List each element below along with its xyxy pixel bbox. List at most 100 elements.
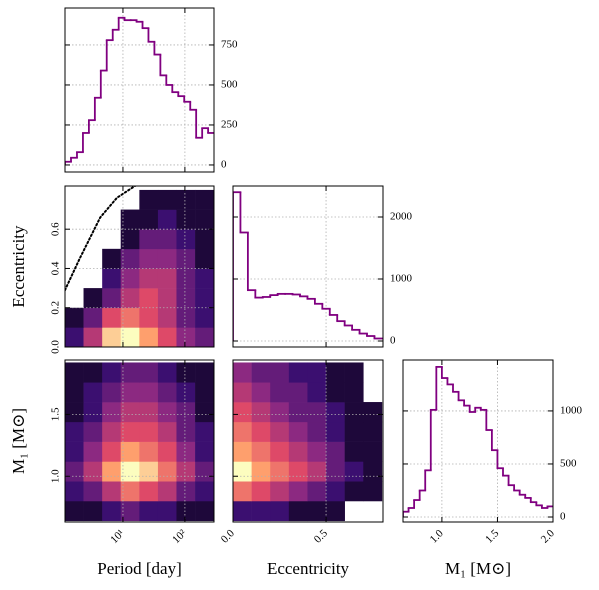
density-cell xyxy=(102,461,122,482)
density-cell xyxy=(195,229,214,250)
curve xyxy=(65,186,136,292)
density-cell xyxy=(233,441,252,462)
density-cell xyxy=(139,288,159,309)
density-cell xyxy=(176,209,196,230)
density-cell xyxy=(157,362,177,383)
density-cell xyxy=(139,382,159,403)
density-cell xyxy=(120,441,140,462)
y-tick-label: 750 xyxy=(221,38,238,50)
density-cell xyxy=(288,441,308,462)
density-cell xyxy=(139,209,159,230)
density-cell xyxy=(326,500,345,522)
density-cell xyxy=(157,209,177,230)
density-cell xyxy=(326,461,345,482)
density-cell xyxy=(157,382,177,403)
y-tick-label: 0 xyxy=(390,335,396,347)
density-cell xyxy=(120,307,140,328)
density-cell xyxy=(65,288,84,308)
density-cell xyxy=(307,441,327,462)
y-tick-label: 0 xyxy=(221,158,227,170)
density-cell xyxy=(157,307,177,328)
x-tick-label: 0.5 xyxy=(312,527,331,546)
density-cell xyxy=(363,362,382,382)
x-tick-label: 10¹ xyxy=(108,527,127,546)
y-tick-label: 2000 xyxy=(390,211,413,223)
x-axis-label: Eccentricity xyxy=(267,559,350,578)
density-cell xyxy=(83,307,103,328)
density-cell xyxy=(65,190,84,210)
y-tick-label: 1000 xyxy=(390,273,413,285)
density-cell xyxy=(251,362,271,383)
density-cell xyxy=(120,362,140,383)
density-cell xyxy=(176,248,196,269)
density-cell xyxy=(195,327,214,347)
density-cell xyxy=(83,327,103,347)
density-cell xyxy=(139,307,159,328)
density-cell xyxy=(102,382,122,403)
density-cell xyxy=(83,481,103,502)
density-cell xyxy=(157,288,177,309)
density-cell xyxy=(84,268,103,288)
density-cell xyxy=(363,441,383,462)
density-cell xyxy=(251,461,271,482)
density-cell xyxy=(326,421,345,442)
y-tick-label: 0 xyxy=(560,511,566,523)
density-cell xyxy=(326,441,345,462)
density-cell xyxy=(288,461,308,482)
density-cell xyxy=(344,362,364,383)
density-cell xyxy=(195,402,214,423)
density-cell xyxy=(83,421,103,442)
density-cell xyxy=(270,481,290,502)
density-cell xyxy=(344,382,364,403)
density-cell xyxy=(176,327,196,347)
density-cell xyxy=(102,288,122,309)
density-cell xyxy=(83,402,103,423)
density-cell xyxy=(288,421,308,442)
density-cell xyxy=(233,421,252,442)
density-cell xyxy=(270,500,290,522)
density-cell xyxy=(139,402,159,423)
density-cell xyxy=(233,362,252,383)
density-cell xyxy=(251,421,271,442)
density-cell xyxy=(120,327,140,347)
density-cell xyxy=(65,249,84,269)
density-cell xyxy=(139,500,159,522)
density-cell xyxy=(176,189,196,210)
y-tick-label: 0.0 xyxy=(50,340,62,354)
density-cell xyxy=(65,210,84,230)
density-cell xyxy=(157,500,177,522)
density-cell xyxy=(326,362,345,383)
density-cell xyxy=(251,441,271,462)
density-cell xyxy=(83,500,103,522)
density-cell xyxy=(233,500,252,522)
density-cell xyxy=(157,441,177,462)
density-cell xyxy=(344,441,364,462)
density-cell xyxy=(84,210,103,230)
density-cell xyxy=(157,327,177,347)
density-cell xyxy=(344,481,364,502)
density-cell xyxy=(195,382,214,403)
density-cell xyxy=(251,500,271,522)
density-cell xyxy=(139,248,159,269)
density-cell xyxy=(139,229,159,250)
y-tick-label: 250 xyxy=(221,118,238,130)
density-cell xyxy=(307,461,327,482)
density-cell xyxy=(157,248,177,269)
density-cell xyxy=(176,481,196,502)
density-cell xyxy=(83,288,103,309)
density-cell xyxy=(65,421,84,442)
density-cell xyxy=(270,362,290,383)
panel xyxy=(233,360,383,522)
panel xyxy=(65,186,214,347)
density-cell xyxy=(121,190,140,210)
density-cell xyxy=(120,229,140,250)
x-tick-label: 2.0 xyxy=(539,527,558,546)
density-cell xyxy=(120,382,140,403)
density-cell xyxy=(233,382,252,403)
density-cell xyxy=(195,307,214,328)
density-cell xyxy=(65,307,84,328)
density-cell xyxy=(288,402,308,423)
density-cell xyxy=(157,189,177,210)
axes-frame xyxy=(232,185,384,348)
density-cell xyxy=(307,481,327,502)
